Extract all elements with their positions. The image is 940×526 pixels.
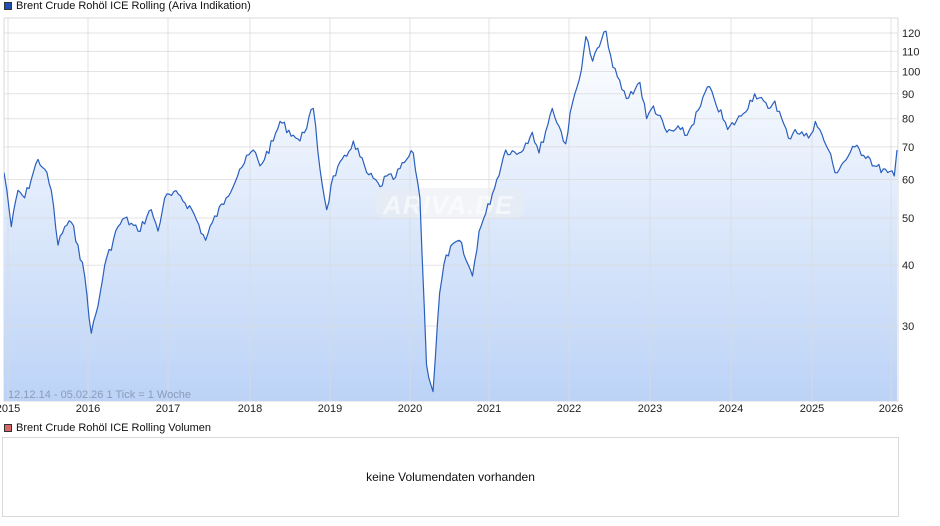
x-axis-ticks: 2015 2016 2017 2018 2019 2020 2021 2022 2023 2024… [0,403,903,415]
x-tick-label: 2025 [800,403,824,415]
y-tick-label: 100 [902,67,920,79]
x-tick-label: 2022 [557,403,581,415]
y-tick-label: 70 [902,142,914,154]
x-tick-label: 2019 [318,403,342,415]
x-tick-label: 2023 [638,403,662,415]
x-tick-label: 2026 [879,403,903,415]
y-tick-label: 40 [902,260,914,272]
date-range-note: 12.12.14 - 05.02.26 1 Tick = 1 Woche [8,389,191,401]
x-tick-label: 2021 [477,403,501,415]
y-tick-label: 30 [902,321,914,333]
y-tick-label: 80 [902,114,914,126]
price-line [4,30,898,393]
no-volume-message: keine Volumendaten vorhanden [366,470,535,484]
y-tick-label: 50 [902,213,914,225]
y-tick-label: 90 [902,89,914,101]
y-axis-ticks: 120 110 100 90 80 70 60 50 40 30 [902,28,920,333]
volume-legend-label: Brent Crude Rohöl ICE Rolling Volumen [16,422,212,434]
x-tick-label: 2020 [398,403,422,415]
y-tick-label: 110 [902,46,920,58]
y-tick-label: 120 [902,28,920,40]
y-tick-label: 60 [902,175,914,187]
price-legend-swatch-icon [4,2,12,10]
x-tick-label: 2024 [719,403,743,415]
volume-legend: Brent Crude Rohöl ICE Rolling Volumen [4,422,211,434]
x-tick-label: 2017 [156,403,180,415]
price-area [4,31,897,401]
x-tick-label: 2016 [76,403,100,415]
x-tick-label: 2018 [238,403,262,415]
price-legend: Brent Crude Rohöl ICE Rolling (Ariva Ind… [4,0,251,12]
price-legend-label: Brent Crude Rohöl ICE Rolling (Ariva Ind… [16,0,251,12]
grid-lines [4,18,898,401]
ariva-watermark: ARIVA.DE [382,190,513,220]
x-tick-label: 2015 [0,403,20,415]
volume-panel: keine Volumendaten vorhanden [2,437,899,517]
volume-legend-swatch-icon [4,424,12,432]
